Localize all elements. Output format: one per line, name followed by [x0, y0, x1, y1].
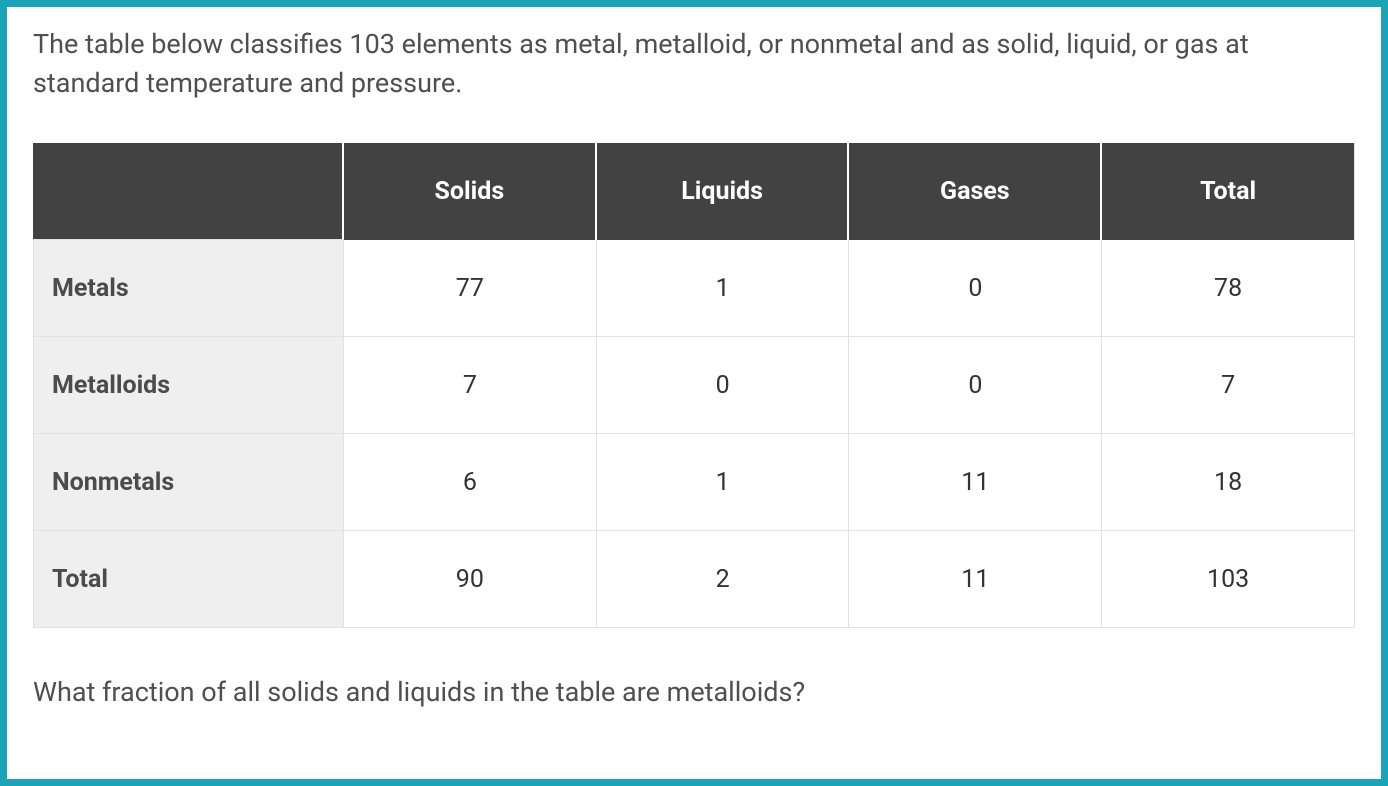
table-cell: 6	[344, 434, 597, 531]
table-cell: 7	[1102, 337, 1355, 434]
question-text: What fraction of all solids and liquids …	[33, 676, 1355, 708]
col-header: Total	[1102, 143, 1355, 240]
col-header: Solids	[344, 143, 597, 240]
col-header: Gases	[849, 143, 1102, 240]
row-header: Metals	[33, 240, 344, 337]
table-cell: 18	[1102, 434, 1355, 531]
table-cell: 11	[849, 434, 1102, 531]
table-row: Total 90 2 11 103	[33, 531, 1355, 628]
table-header-row: Solids Liquids Gases Total	[33, 143, 1355, 240]
table-row: Metalloids 7 0 0 7	[33, 337, 1355, 434]
table-cell: 103	[1102, 531, 1355, 628]
row-header: Metalloids	[33, 337, 344, 434]
table-cell: 0	[849, 240, 1102, 337]
table-cell: 7	[344, 337, 597, 434]
table-cell: 2	[597, 531, 850, 628]
table-cell: 77	[344, 240, 597, 337]
table-row: Metals 77 1 0 78	[33, 240, 1355, 337]
table-cell: 1	[597, 434, 850, 531]
table-cell: 1	[597, 240, 850, 337]
problem-frame: The table below classifies 103 elements …	[0, 0, 1388, 786]
table-cell: 0	[849, 337, 1102, 434]
table-cell: 78	[1102, 240, 1355, 337]
table-cell: 11	[849, 531, 1102, 628]
row-header: Total	[33, 531, 344, 628]
intro-text: The table below classifies 103 elements …	[33, 25, 1355, 103]
header-corner	[33, 143, 344, 240]
row-header: Nonmetals	[33, 434, 344, 531]
col-header: Liquids	[597, 143, 850, 240]
table-cell: 0	[597, 337, 850, 434]
elements-table: Solids Liquids Gases Total Metals 77 1 0…	[33, 143, 1355, 628]
table-cell: 90	[344, 531, 597, 628]
table-row: Nonmetals 6 1 11 18	[33, 434, 1355, 531]
